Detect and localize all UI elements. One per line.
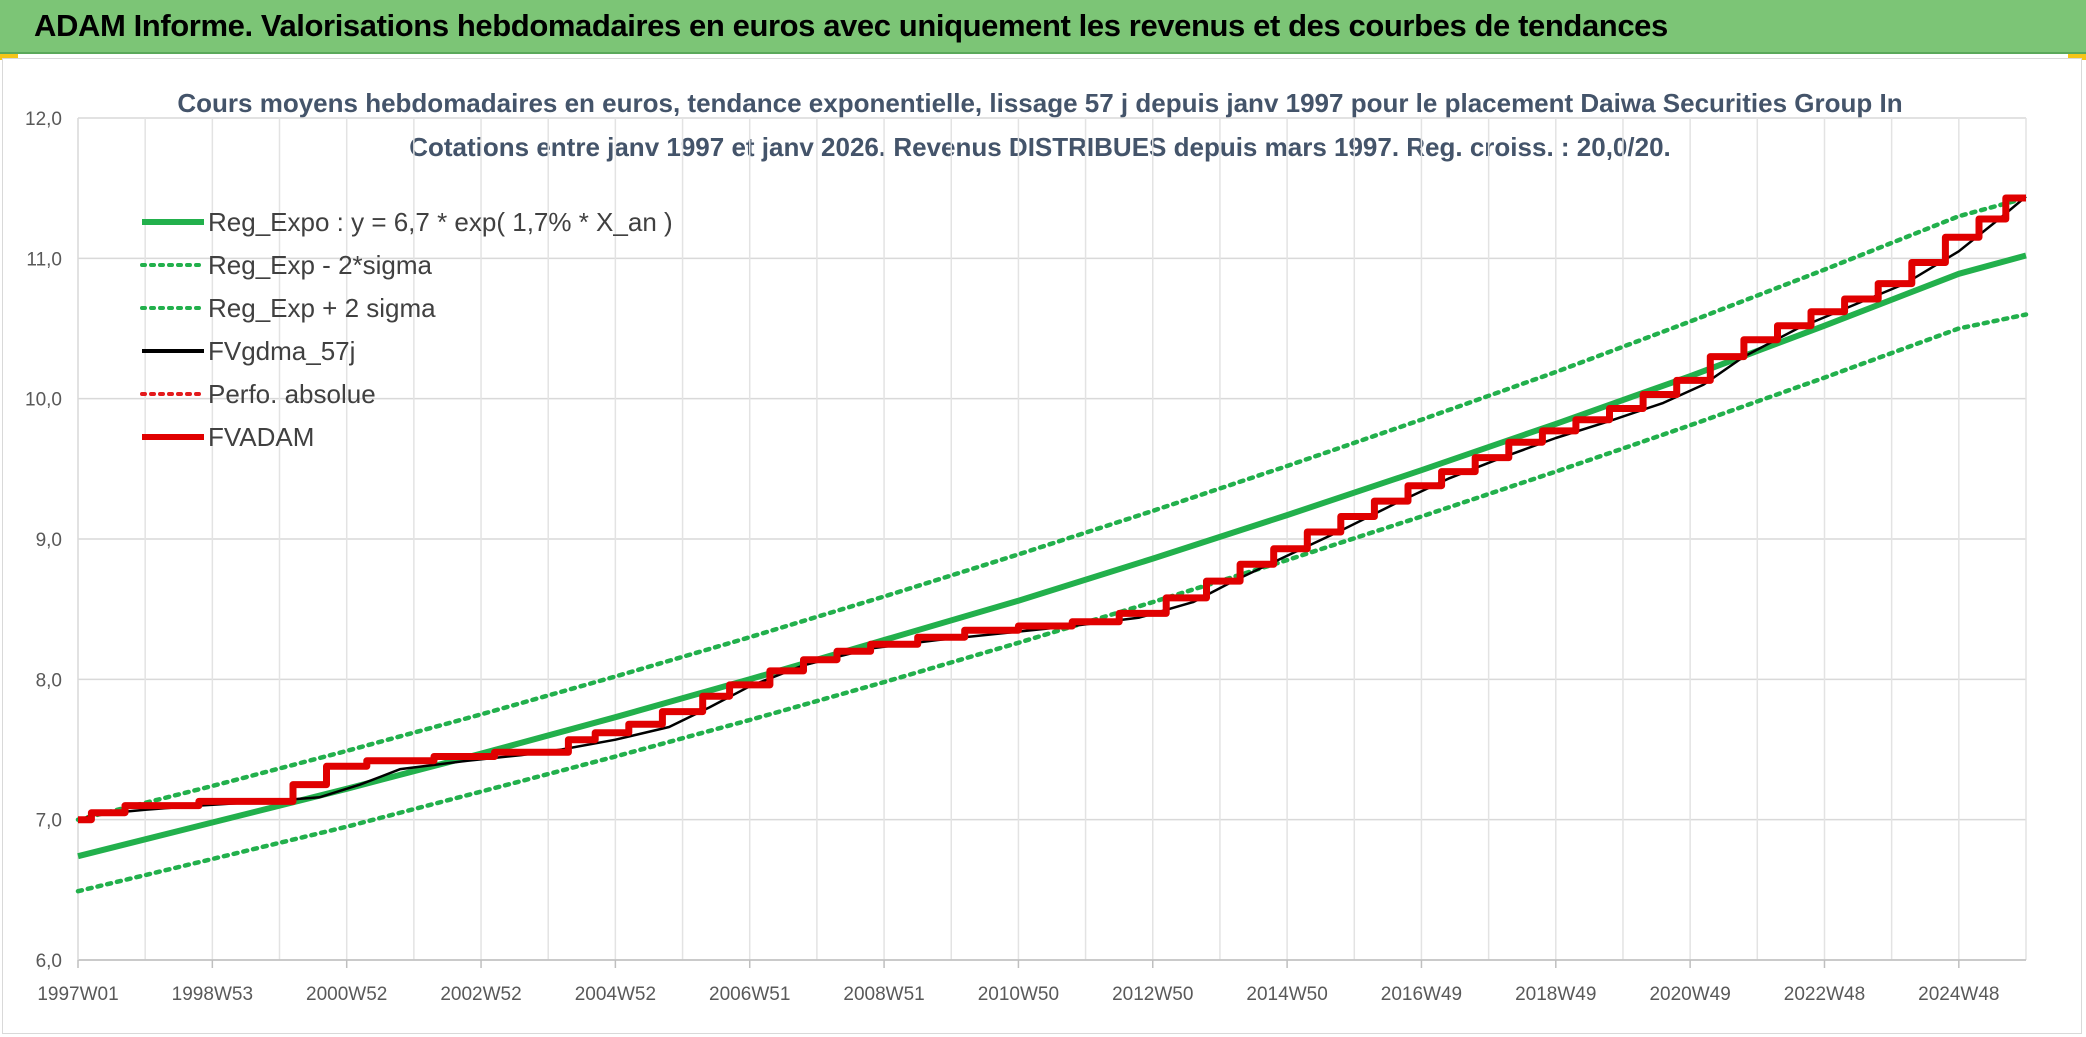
x-tick-label: 2004W52	[575, 984, 656, 1005]
chart-title: Cours moyens hebdomadaires en euros, ten…	[177, 88, 1902, 118]
legend-label: Reg_Exp + 2 sigma	[208, 293, 436, 323]
legend-label: Perfo. absolue	[208, 379, 376, 409]
axes: 6,0 7,0 8,0 9,0 10,0 11,0 12,0 1997W01 1998W53 20…	[25, 109, 2026, 1005]
series-line-3	[77, 195, 2027, 821]
grid-lines	[78, 117, 2027, 961]
corner-mark-left	[0, 54, 18, 60]
y-tick-label: 11,0	[26, 249, 62, 270]
y-tick-label: 12,0	[25, 109, 62, 130]
x-tick-label: 2014W50	[1246, 984, 1327, 1005]
series-line-5	[78, 194, 2026, 824]
y-tick-label: 8,0	[36, 670, 62, 691]
header-banner: ADAM Informe. Valorisations hebdomadaire…	[0, 0, 2086, 54]
x-tick-label: 2016W49	[1381, 984, 1462, 1005]
legend-label: FVADAM	[208, 422, 314, 452]
x-tick-label: 2006W51	[709, 984, 790, 1005]
x-tick-label: 2008W51	[843, 984, 924, 1005]
legend-label: FVgdma_57j	[208, 336, 355, 366]
x-tick-label: 1998W53	[172, 984, 253, 1005]
plot-series	[75, 194, 2029, 894]
page-title: ADAM Informe. Valorisations hebdomadaire…	[34, 8, 1668, 43]
x-tick-label: 2020W49	[1649, 984, 1730, 1005]
y-tick-label: 10,0	[25, 390, 62, 411]
chart-subtitle: Cotations entre janv 1997 et janv 2026. …	[409, 132, 1671, 162]
y-tick-label: 9,0	[36, 530, 62, 551]
x-tick-label: 2002W52	[440, 984, 521, 1005]
x-tick-label: 2024W48	[1918, 984, 1999, 1005]
x-tick-label: 2000W52	[306, 984, 387, 1005]
x-tick-label: 2018W49	[1515, 984, 1596, 1005]
x-tick-label: 1997W01	[37, 984, 118, 1005]
legend: Reg_Expo : y = 6,7 * exp( 1,7% * X_an ) R…	[140, 207, 673, 452]
y-tick-label: 7,0	[36, 811, 62, 832]
legend-label: Reg_Exp - 2*sigma	[208, 250, 433, 280]
legend-label: Reg_Expo : y = 6,7 * exp( 1,7% * X_an )	[208, 207, 673, 237]
corner-mark-right	[2068, 54, 2086, 60]
y-tick-label: 6,0	[36, 951, 62, 972]
chart-title-bg	[255, 84, 1825, 168]
series-line-2	[75, 195, 2029, 822]
x-tick-label: 2022W48	[1784, 984, 1865, 1005]
x-tick-label: 2010W50	[978, 984, 1059, 1005]
x-tick-label: 2012W50	[1112, 984, 1193, 1005]
